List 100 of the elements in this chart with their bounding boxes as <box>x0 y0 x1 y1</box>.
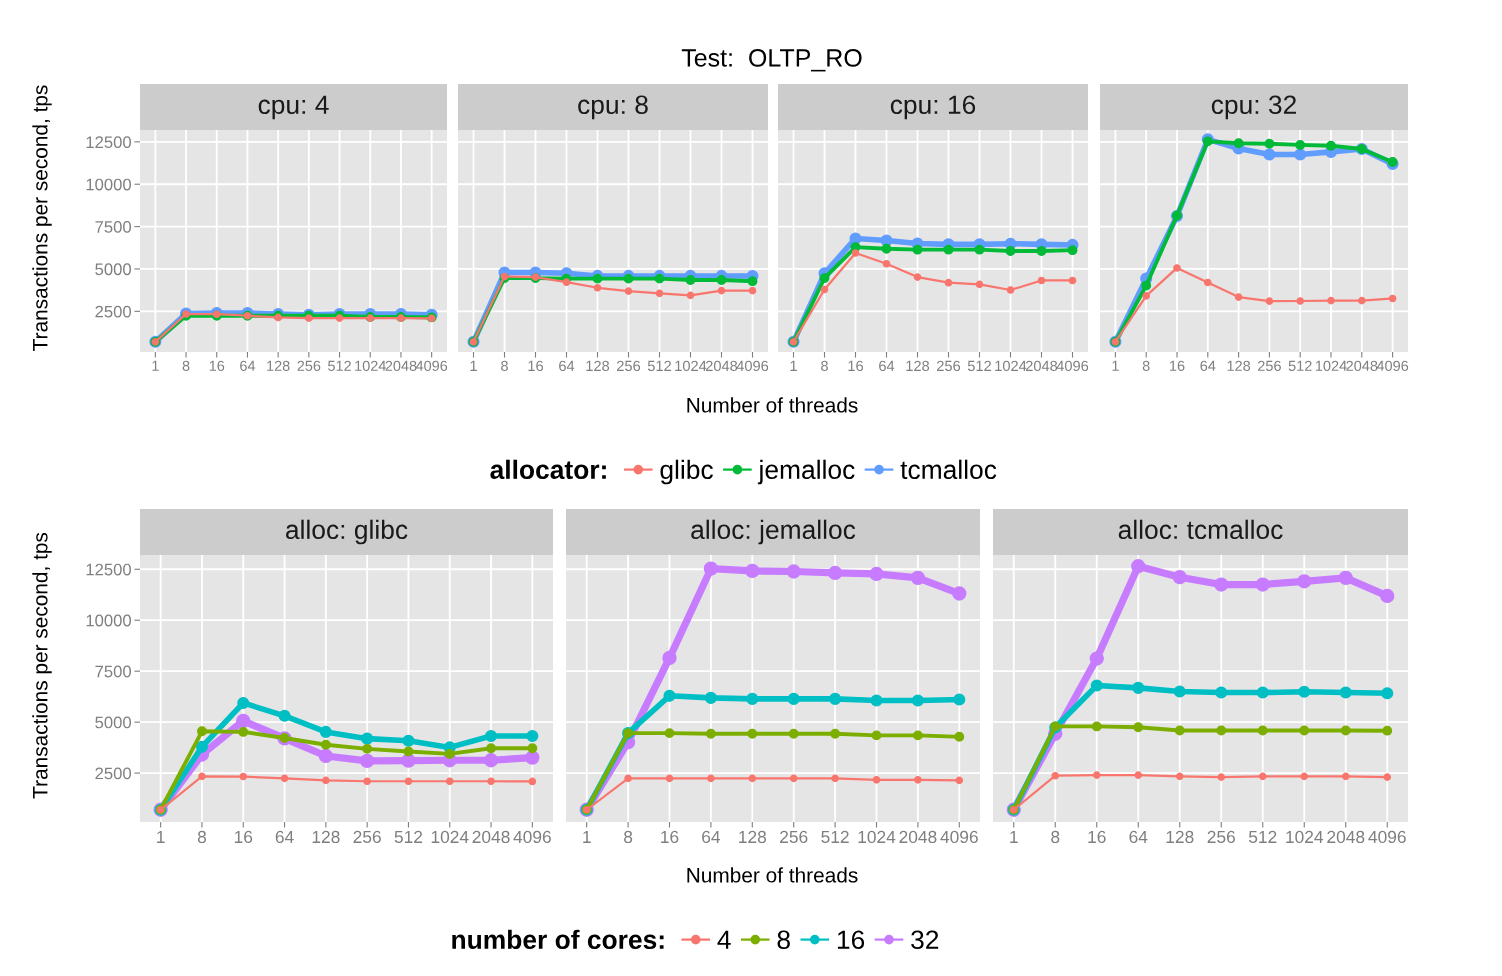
y-tick-label: 2500 <box>95 305 132 318</box>
x-tick-label: 4096 <box>1056 360 1089 372</box>
x-tick-label: 2048 <box>899 830 937 844</box>
legend-label: tcmalloc <box>900 459 997 480</box>
x-tick-label: 4096 <box>940 830 978 844</box>
x-tick-label: 256 <box>1207 830 1235 844</box>
y-tick-label: 12500 <box>86 563 132 576</box>
x-tick-label: 1024 <box>1286 830 1324 844</box>
x-tick-label: 1 <box>470 360 477 371</box>
x-tick-label: 16 <box>209 360 225 371</box>
x-tick-label: 1 <box>1112 360 1119 371</box>
x-tick-label: 2048 <box>1327 830 1365 844</box>
x-tick-label: 512 <box>1248 830 1277 844</box>
x-tick-label: 1024 <box>858 830 896 844</box>
chart-title: alloc: glibc <box>286 519 408 545</box>
x-tick-label: 1024 <box>355 360 386 371</box>
x-tick-label: 1024 <box>431 830 469 844</box>
x-tick-label: 256 <box>1258 360 1281 372</box>
x-tick-label: 1 <box>583 830 591 843</box>
x-tick-label: 128 <box>1227 360 1251 372</box>
x-tick-label: 512 <box>1288 360 1312 372</box>
x-tick-label: 1 <box>157 830 165 843</box>
y-tick-label: 7500 <box>95 665 132 678</box>
legend-label: jemalloc <box>757 459 855 485</box>
x-tick-label: 8 <box>1051 830 1060 844</box>
legend-title: number of cores: <box>452 929 664 950</box>
x-tick-label: 512 <box>821 830 849 844</box>
x-axis-title: Number of threads <box>687 397 858 413</box>
x-tick-label: 64 <box>1129 830 1148 844</box>
x-tick-label: 1024 <box>995 360 1027 372</box>
x-tick-label: 256 <box>780 830 808 844</box>
x-tick-label: 2048 <box>705 360 738 372</box>
x-tick-label: 1 <box>152 360 159 371</box>
y-tick-label: 10000 <box>86 614 132 627</box>
chart-title: cpu: 32 <box>1211 95 1296 120</box>
chart-title: cpu: 4 <box>258 95 329 120</box>
x-tick-label: 16 <box>234 830 253 844</box>
x-tick-label: 128 <box>267 360 290 371</box>
x-tick-label: 4096 <box>513 830 551 844</box>
x-tick-label: 4096 <box>736 360 769 372</box>
legend-label: 16 <box>837 930 865 950</box>
x-tick-label: 16 <box>528 360 543 372</box>
x-tick-label: 128 <box>312 830 340 844</box>
x-tick-label: 8 <box>182 360 190 371</box>
x-tick-label: 128 <box>739 830 767 844</box>
x-tick-label: 64 <box>559 360 575 372</box>
x-tick-label: 4096 <box>1376 360 1409 372</box>
x-tick-label: 8 <box>1142 360 1150 372</box>
x-tick-label: 16 <box>661 830 679 844</box>
x-tick-label: 64 <box>1200 360 1216 372</box>
legend-label: 8 <box>777 930 790 950</box>
x-tick-label: 8 <box>197 830 207 844</box>
x-tick-label: 1024 <box>1315 360 1347 372</box>
text: Test: OLTP_RO <box>681 49 862 72</box>
x-tick-label: 64 <box>879 360 895 372</box>
x-tick-label: 512 <box>647 360 671 372</box>
x-tick-label: 256 <box>353 830 381 844</box>
y-tick-label: 7500 <box>95 221 132 233</box>
x-tick-label: 1024 <box>675 360 707 372</box>
x-tick-label: 16 <box>1170 360 1185 372</box>
chart-title: cpu: 16 <box>890 95 976 120</box>
y-tick-label: 5000 <box>95 716 132 729</box>
x-tick-label: 2048 <box>385 360 417 371</box>
y-axis-title: Transactions per second, tps <box>32 532 52 799</box>
chart-title: cpu: 8 <box>578 95 648 120</box>
x-tick-label: 2048 <box>1346 360 1378 372</box>
chart-title: alloc: jemalloc <box>691 519 856 545</box>
x-tick-label: 256 <box>937 360 961 372</box>
x-tick-label: 8 <box>821 360 828 372</box>
x-tick-label: 16 <box>848 360 863 372</box>
legend-label: 32 <box>911 930 939 950</box>
x-tick-label: 8 <box>624 830 633 844</box>
chart-title: alloc: tcmalloc <box>1118 519 1283 540</box>
y-tick-label: 2500 <box>95 767 132 780</box>
y-tick-label: 12500 <box>86 136 132 149</box>
legend-label: glibc <box>660 459 713 485</box>
legend-title: allocator: <box>490 459 606 480</box>
x-tick-label: 128 <box>586 360 610 372</box>
x-tick-label: 4096 <box>1368 830 1406 844</box>
x-tick-label: 8 <box>501 360 508 372</box>
y-axis-title: Transactions per second, tps <box>32 85 52 351</box>
x-tick-label: 4096 <box>415 360 448 371</box>
y-tick-label: 10000 <box>86 178 132 191</box>
x-tick-label: 2048 <box>472 830 510 844</box>
x-tick-label: 1 <box>790 360 797 371</box>
x-tick-label: 256 <box>297 360 321 371</box>
x-tick-label: 128 <box>1166 830 1194 844</box>
x-tick-label: 256 <box>617 360 641 372</box>
x-tick-label: 512 <box>967 360 991 372</box>
x-axis-title: Number of threads <box>687 867 858 883</box>
x-tick-label: 16 <box>1088 830 1106 844</box>
x-tick-label: 2048 <box>1025 360 1058 372</box>
x-tick-label: 64 <box>275 830 294 844</box>
x-tick-label: 1 <box>1010 830 1018 843</box>
x-tick-label: 512 <box>394 830 423 844</box>
legend-label: 4 <box>717 930 731 949</box>
x-tick-label: 128 <box>906 360 930 372</box>
y-tick-label: 5000 <box>95 263 132 276</box>
x-tick-label: 64 <box>702 830 721 844</box>
x-tick-label: 512 <box>328 360 351 371</box>
